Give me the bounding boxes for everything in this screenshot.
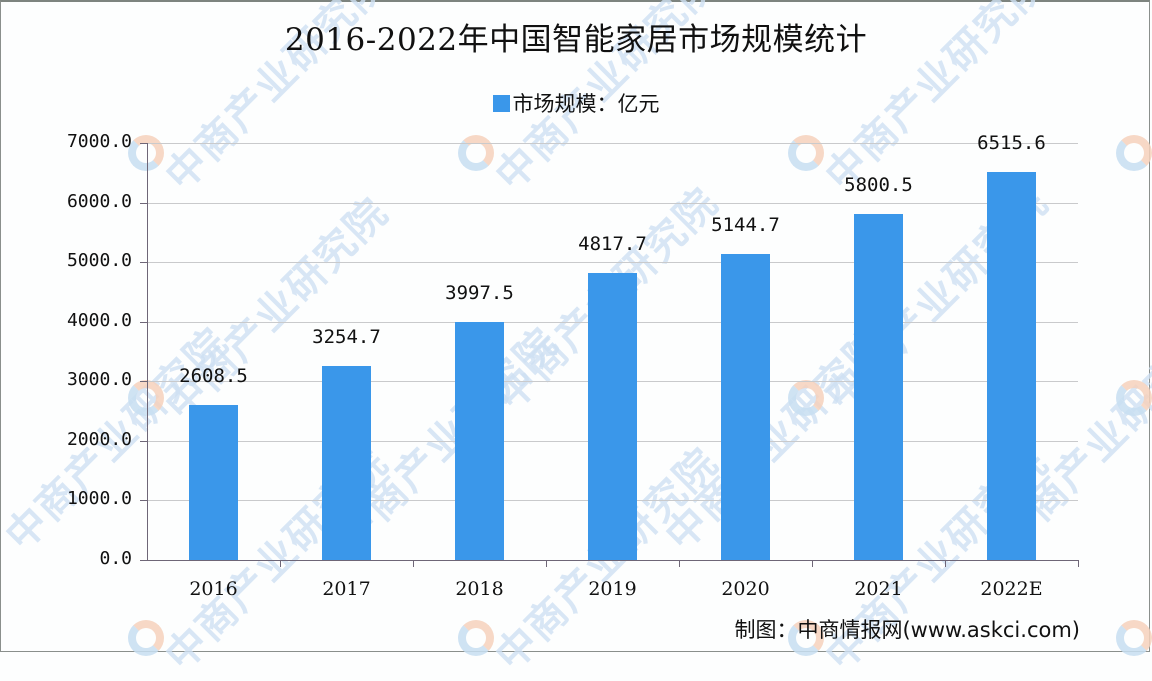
gridline [147, 202, 1078, 204]
watermark-logo-icon [128, 620, 164, 656]
chart-frame [0, 0, 1150, 652]
watermark-logo-icon [1116, 620, 1152, 656]
chart-title: 2016-2022年中国智能家居市场规模统计 [284, 22, 868, 58]
y-tick-label: 4000.0 [66, 309, 132, 331]
bar-2016 [189, 404, 238, 560]
data-label: 2608.5 [179, 364, 248, 387]
bar-2021 [854, 214, 903, 560]
data-label: 3997.5 [445, 281, 514, 304]
y-tick-label: 3000.0 [66, 369, 132, 391]
bar-2019 [588, 273, 637, 560]
x-tick-label: 2021 [854, 578, 903, 600]
gridline [147, 262, 1078, 264]
bar-2017 [322, 366, 371, 560]
x-tick [945, 560, 946, 567]
data-label: 4817.7 [578, 233, 647, 255]
x-tick [546, 560, 547, 567]
y-tick-label: 2000.0 [66, 428, 132, 450]
x-tick-label: 2020 [721, 578, 770, 600]
y-tick [140, 262, 147, 264]
x-tick-label: 2017 [322, 578, 371, 600]
x-axis [147, 560, 1078, 561]
x-tick [413, 560, 414, 567]
y-tick [140, 321, 147, 323]
legend: 市场规模：亿元 [0, 88, 1152, 118]
y-tick [140, 381, 147, 383]
y-tick-label: 1000.0 [66, 488, 132, 510]
x-tick-label: 2022E [980, 578, 1043, 600]
y-tick-label: 5000.0 [66, 250, 132, 272]
watermark-logo-icon [788, 380, 824, 416]
data-label: 5144.7 [711, 213, 780, 236]
watermark-logo-icon [128, 380, 164, 416]
x-tick-label: 2018 [455, 578, 504, 600]
y-tick [140, 560, 147, 561]
x-tick [679, 560, 680, 567]
y-tick-label: 7000.0 [66, 131, 132, 152]
y-tick [140, 500, 147, 502]
y-tick [140, 143, 147, 144]
gridline [147, 143, 1078, 144]
watermark-logo-icon [1116, 380, 1152, 416]
data-label: 5800.5 [844, 174, 913, 197]
x-tick [280, 560, 281, 567]
watermark-logo-icon [458, 135, 494, 171]
watermark-logo-icon [788, 620, 824, 656]
y-axis [147, 143, 148, 561]
legend-swatch [492, 95, 510, 112]
x-tick [812, 560, 813, 567]
legend-label: 市场规模：亿元 [512, 92, 660, 116]
bar-2020 [721, 253, 770, 560]
watermark-logo-icon [128, 135, 164, 171]
data-label: 3254.7 [312, 326, 381, 349]
watermark-logo-icon [788, 135, 824, 171]
bar-2022E [987, 171, 1036, 560]
data-label: 6515.6 [977, 131, 1046, 154]
watermark-logo-icon [458, 620, 494, 656]
source-note: 制图：中商情报网(www.askci.com) [734, 618, 1080, 642]
x-tick-label: 2019 [588, 578, 637, 600]
y-tick-label: 6000.0 [66, 190, 132, 212]
y-tick [140, 440, 147, 442]
bar-2018 [455, 321, 504, 560]
x-tick [1078, 560, 1079, 567]
x-tick-label: 2016 [189, 578, 238, 600]
y-tick-label: 0.0 [99, 548, 132, 569]
watermark-logo-icon [1116, 135, 1152, 171]
y-tick [140, 202, 147, 204]
